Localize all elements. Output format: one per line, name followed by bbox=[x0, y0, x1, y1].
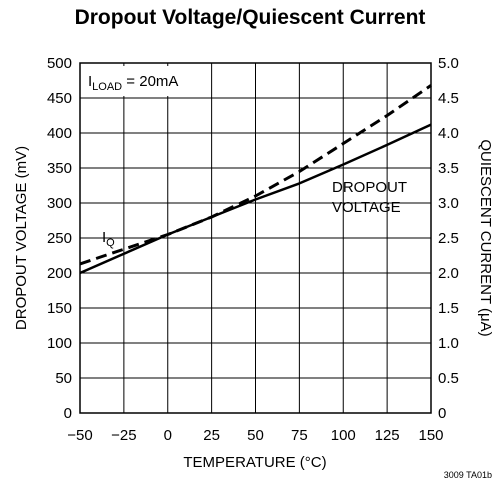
x-tick-label: 100 bbox=[331, 427, 356, 444]
series-lines bbox=[79, 84, 432, 275]
right-tick-label: 4.0 bbox=[438, 125, 459, 142]
left-tick-label: 400 bbox=[47, 125, 72, 142]
left-tick-label: 100 bbox=[47, 335, 72, 352]
x-tick-label: 75 bbox=[291, 427, 308, 444]
right-tick-label: 1.0 bbox=[438, 335, 459, 352]
condition-box bbox=[83, 66, 195, 96]
chart-title: Dropout Voltage/Quiescent Current bbox=[75, 6, 426, 29]
dropout-voltage-line bbox=[79, 123, 432, 275]
x-tick-label: 50 bbox=[247, 427, 264, 444]
right-tick-label: 5.0 bbox=[438, 55, 459, 72]
left-tick-label: 450 bbox=[47, 90, 72, 107]
left-tick-label: 300 bbox=[47, 195, 72, 212]
left-axis-label: DROPOUT VOLTAGE (mV) bbox=[13, 146, 30, 330]
right-tick-label: 4.5 bbox=[438, 90, 459, 107]
right-tick-label: 2.5 bbox=[438, 230, 459, 247]
left-tick-labels: 0 50 100 150 200 250 300 350 400 450 500 bbox=[47, 55, 72, 422]
x-tick-label: −50 bbox=[67, 427, 92, 444]
quiescent-current-line bbox=[79, 84, 432, 266]
left-tick-label: 350 bbox=[47, 160, 72, 177]
right-tick-label: 3.5 bbox=[438, 160, 459, 177]
x-tick-label: 150 bbox=[418, 427, 443, 444]
iq-label: IQ bbox=[102, 229, 115, 249]
left-tick-label: 150 bbox=[47, 300, 72, 317]
left-tick-label: 50 bbox=[55, 370, 72, 387]
grid bbox=[80, 63, 431, 413]
x-tick-label: 25 bbox=[203, 427, 220, 444]
right-tick-label: 1.5 bbox=[438, 300, 459, 317]
right-tick-labels: 0 0.5 1.0 1.5 2.0 2.5 3.0 3.5 4.0 4.5 5.0 bbox=[438, 55, 459, 422]
x-tick-label: 0 bbox=[164, 427, 172, 444]
right-tick-label: 2.0 bbox=[438, 265, 459, 282]
right-tick-label: 0.5 bbox=[438, 370, 459, 387]
x-tick-label: −25 bbox=[111, 427, 136, 444]
right-tick-label: 0 bbox=[438, 405, 446, 422]
dropout-label-line1: DROPOUT bbox=[332, 179, 407, 196]
right-axis-label: QUIESCENT CURRENT (μA) bbox=[477, 139, 494, 336]
left-tick-label: 500 bbox=[47, 55, 72, 72]
figure-id: 3009 TA01b bbox=[444, 470, 492, 480]
left-tick-label: 250 bbox=[47, 230, 72, 247]
x-axis-label: TEMPERATURE (°C) bbox=[183, 454, 326, 471]
left-tick-label: 0 bbox=[64, 405, 72, 422]
x-tick-label: 125 bbox=[375, 427, 400, 444]
left-tick-label: 200 bbox=[47, 265, 72, 282]
condition-label: ILOAD = 20mA bbox=[88, 73, 178, 93]
x-tick-labels: −50 −25 0 25 50 75 100 125 150 bbox=[67, 427, 443, 444]
right-tick-label: 3.0 bbox=[438, 195, 459, 212]
dropout-label-line2: VOLTAGE bbox=[332, 199, 401, 216]
